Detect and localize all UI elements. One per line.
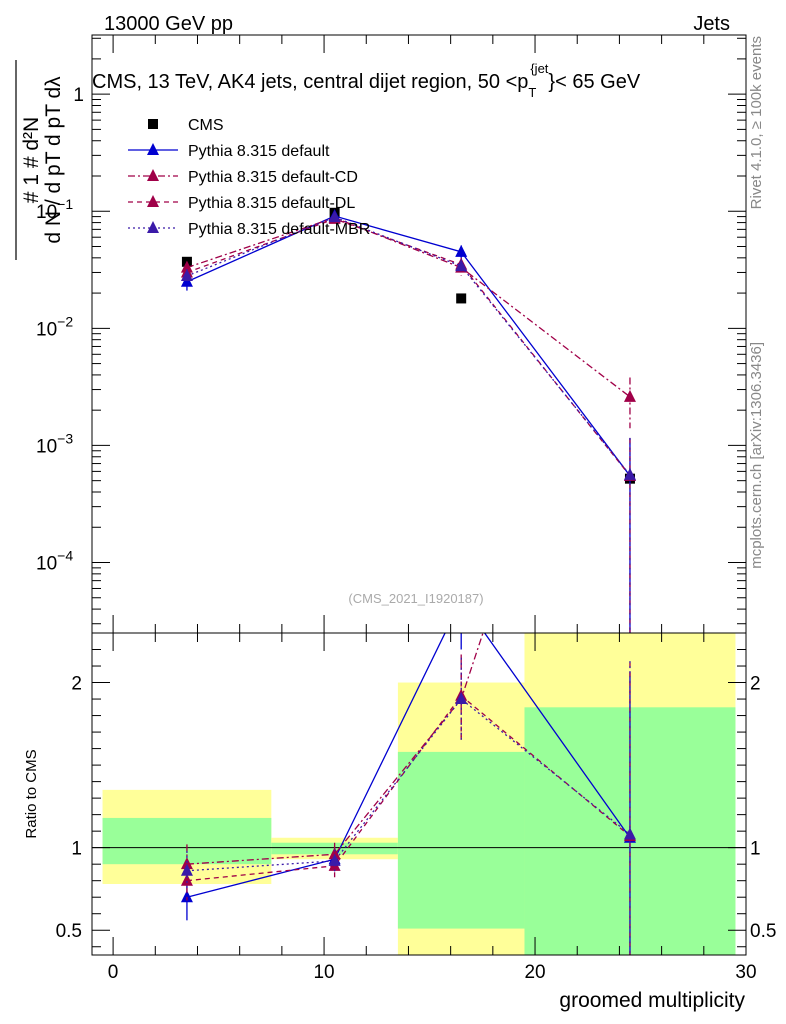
ratio-frame (91, 632, 747, 956)
mbr-point (180, 268, 193, 281)
mcplots-label: mcplots.cern.ch [arXiv:1306.3436] (748, 342, 765, 569)
legend-marker (147, 143, 159, 155)
main-ytick-label: 10−1 (36, 196, 73, 223)
main-ytick-label: 10−4 (36, 548, 73, 575)
ratio-ytick-label: 1 (71, 839, 82, 860)
svg-text:# 1 # d²N: # 1 # d²N (20, 117, 43, 203)
legend: CMS Pythia 8.315 default Pythia 8.315 defa… (128, 117, 370, 238)
ratio-ytick-label: 0.5 (56, 921, 82, 942)
dl-series-line (186, 218, 631, 477)
x-tick-label: 20 (524, 962, 545, 983)
mbr-ratio-point (328, 853, 341, 866)
legend-label: Pythia 8.315 default-CD (188, 169, 358, 186)
legend-label: Pythia 8.315 default (188, 143, 330, 160)
main-panel: 1 10−1 10−2 10−3 10−4 CMS, 13 TeV, AK4 jets,… (36, 34, 747, 634)
mbr-ratio-line (186, 698, 631, 872)
default-ratio-point (180, 890, 193, 903)
default-series-line (186, 215, 631, 477)
legend-label: Pythia 8.315 default-MBR (188, 221, 370, 238)
ratio-panel: 0.5 0.51 12 20 10 20 30 Ratio to CMS groomed m… (23, 632, 776, 1012)
cd-series-line (186, 217, 631, 398)
main-ytick-label: 10−3 (36, 430, 73, 457)
x-tick-label: 10 (313, 962, 334, 983)
plot-title: CMS, 13 TeV, AK4 jets, central dijet reg… (92, 61, 641, 100)
main-ytick-label: 10−2 (36, 313, 73, 340)
ratio-ylabel: Ratio to CMS (23, 749, 40, 838)
mbr-point (455, 259, 468, 272)
ratio-ytick-label-right: 0.5 (750, 921, 776, 942)
ratio-ytick-label-right: 2 (750, 674, 761, 695)
x-tick-label: 0 (108, 962, 119, 983)
mbr-ratio-point (455, 692, 468, 705)
cms-point (456, 293, 467, 304)
legend-marker (147, 169, 159, 181)
header-left: 13000 GeV pp (104, 13, 233, 35)
rivet-label: Rivet 4.1.0, ≥ 100k events (748, 36, 765, 209)
header-right: Jets (693, 13, 730, 35)
legend-label: Pythia 8.315 default-DL (188, 195, 355, 212)
watermark: (CMS_2021_I1920187) (348, 591, 483, 606)
mbr-ratio-point (180, 863, 193, 876)
mbr-ratio-point (623, 827, 636, 840)
x-axis-label: groomed multiplicity (559, 989, 745, 1012)
y-axis-title-main: # 1 # d²N d N / d pT d pT dλ (15, 60, 65, 260)
ratio-ytick-label-right: 1 (750, 839, 761, 860)
legend-marker-cms (148, 119, 158, 129)
mbr-series-line (186, 216, 631, 476)
legend-marker (147, 195, 159, 207)
dl-ratio-point (180, 873, 193, 886)
default-ratio-line (186, 633, 631, 898)
legend-label: CMS (188, 117, 224, 134)
main-ytick-label: 1 (73, 85, 84, 106)
cd-ratio-point (328, 847, 341, 860)
svg-text:d N / d pT d pT dλ: d N / d pT d pT dλ (42, 76, 65, 244)
x-tick-label: 30 (735, 962, 756, 983)
main-marks-clipped (180, 207, 636, 633)
ratio-ytick-label: 2 (71, 674, 82, 695)
mbr-point (623, 467, 636, 480)
legend-marker (147, 221, 159, 233)
ratio-band-green (397, 751, 525, 929)
default-point (455, 244, 468, 257)
ratio-marks-clipped (180, 633, 636, 955)
cd-point (623, 389, 636, 402)
mbr-point (328, 210, 341, 223)
